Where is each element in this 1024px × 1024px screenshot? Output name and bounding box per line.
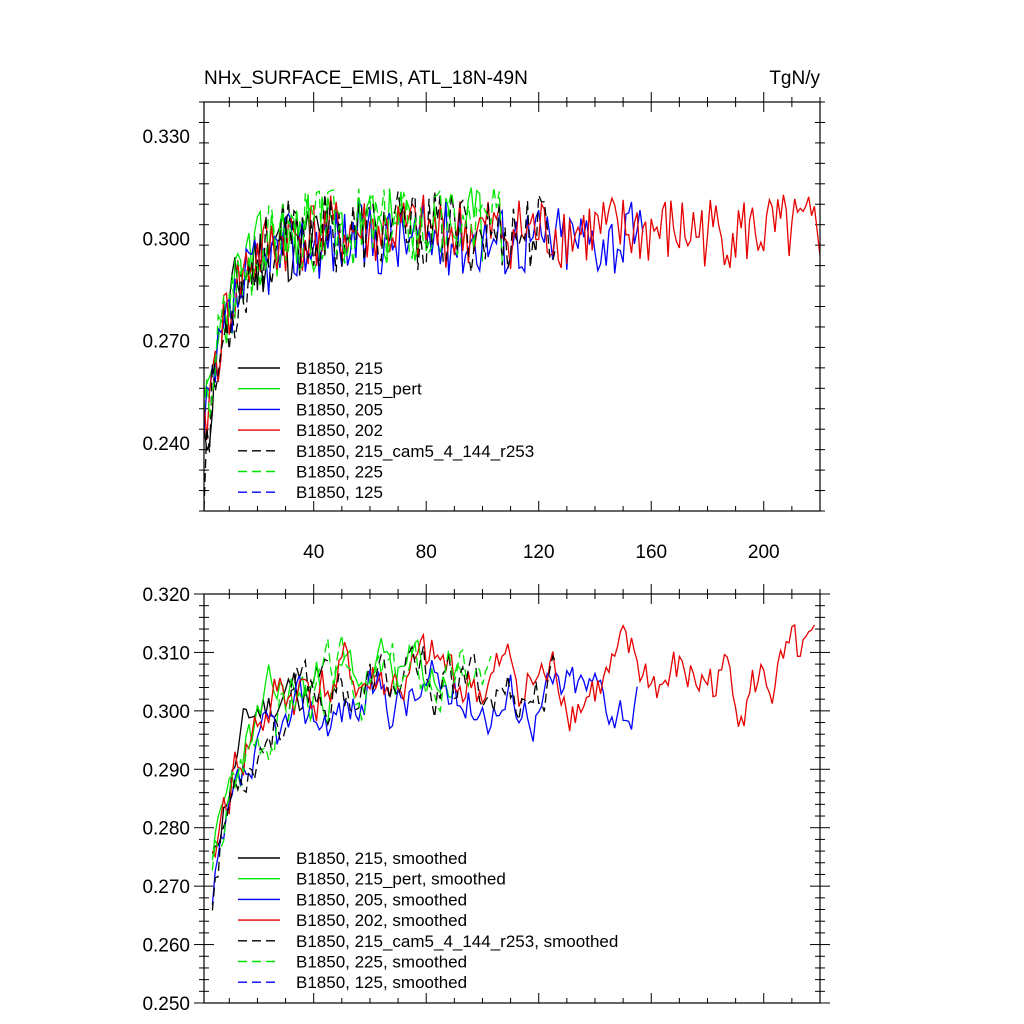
x-tick-label: 200	[748, 542, 780, 563]
y-tick-label: 0.310	[142, 643, 190, 664]
legend-label: B1850, 225, smoothed	[296, 953, 467, 972]
legend-label: B1850, 125, smoothed	[296, 973, 467, 992]
chart-title: NHx_SURFACE_EMIS, ATL_18N-49N	[204, 68, 528, 89]
series-line	[204, 187, 503, 418]
series-line	[211, 658, 329, 854]
legend-label: B1850, 215	[296, 359, 383, 378]
series-line	[211, 634, 492, 871]
y-tick-label: 0.330	[142, 127, 190, 148]
legend: B1850, 215, smoothed B1850, 215_pert, smo…	[238, 849, 618, 992]
x-tick-label: 160	[635, 542, 667, 563]
y-tick-label: 0.300	[142, 702, 190, 723]
legend-label: B1850, 202	[296, 421, 383, 440]
y-tick-label: 0.240	[142, 434, 190, 455]
y-tick-label: 0.260	[142, 936, 190, 957]
y-tick-label: 0.300	[142, 229, 190, 250]
bottom-panel: 0.250 0.260 0.270 0.280 0.290 0.300 0.310 0.320…	[142, 584, 830, 1015]
top-panel: 40 80 120 160 200 0.240 0.270 0.300 0.330 B1850, …	[142, 92, 825, 563]
series-line	[211, 644, 557, 911]
y-tick-label: 0.270	[142, 877, 190, 898]
y-tick-label: 0.250	[142, 994, 190, 1015]
legend-label: B1850, 225	[296, 463, 383, 482]
y-tick-label: 0.290	[142, 760, 190, 781]
legend-label: B1850, 125	[296, 483, 383, 502]
legend-label: B1850, 215_cam5_4_144_r253, smoothed	[296, 932, 618, 951]
legend-label: B1850, 215_pert, smoothed	[296, 870, 506, 889]
units-label: TgN/y	[769, 68, 820, 89]
y-tick-label: 0.270	[142, 332, 190, 353]
plot-frame	[203, 593, 821, 1004]
series-line	[211, 660, 638, 905]
legend-label: B1850, 215_cam5_4_144_r253	[296, 442, 534, 461]
legend-label: B1850, 215, smoothed	[296, 849, 467, 868]
plot-frame	[203, 101, 821, 512]
legend-label: B1850, 205, smoothed	[296, 890, 467, 909]
series-line	[211, 638, 464, 861]
legend-label: B1850, 205	[296, 400, 383, 419]
x-tick-label: 40	[303, 542, 324, 563]
legend-label: B1850, 202, smoothed	[296, 911, 467, 930]
x-tick-label: 120	[523, 542, 555, 563]
series-line	[204, 194, 820, 440]
y-tick-label: 0.280	[142, 819, 190, 840]
y-tick-label: 0.320	[142, 585, 190, 606]
x-tick-label: 80	[416, 542, 437, 563]
series-line	[211, 623, 815, 859]
legend-label: B1850, 215_pert	[296, 380, 422, 399]
series-line	[204, 191, 557, 511]
